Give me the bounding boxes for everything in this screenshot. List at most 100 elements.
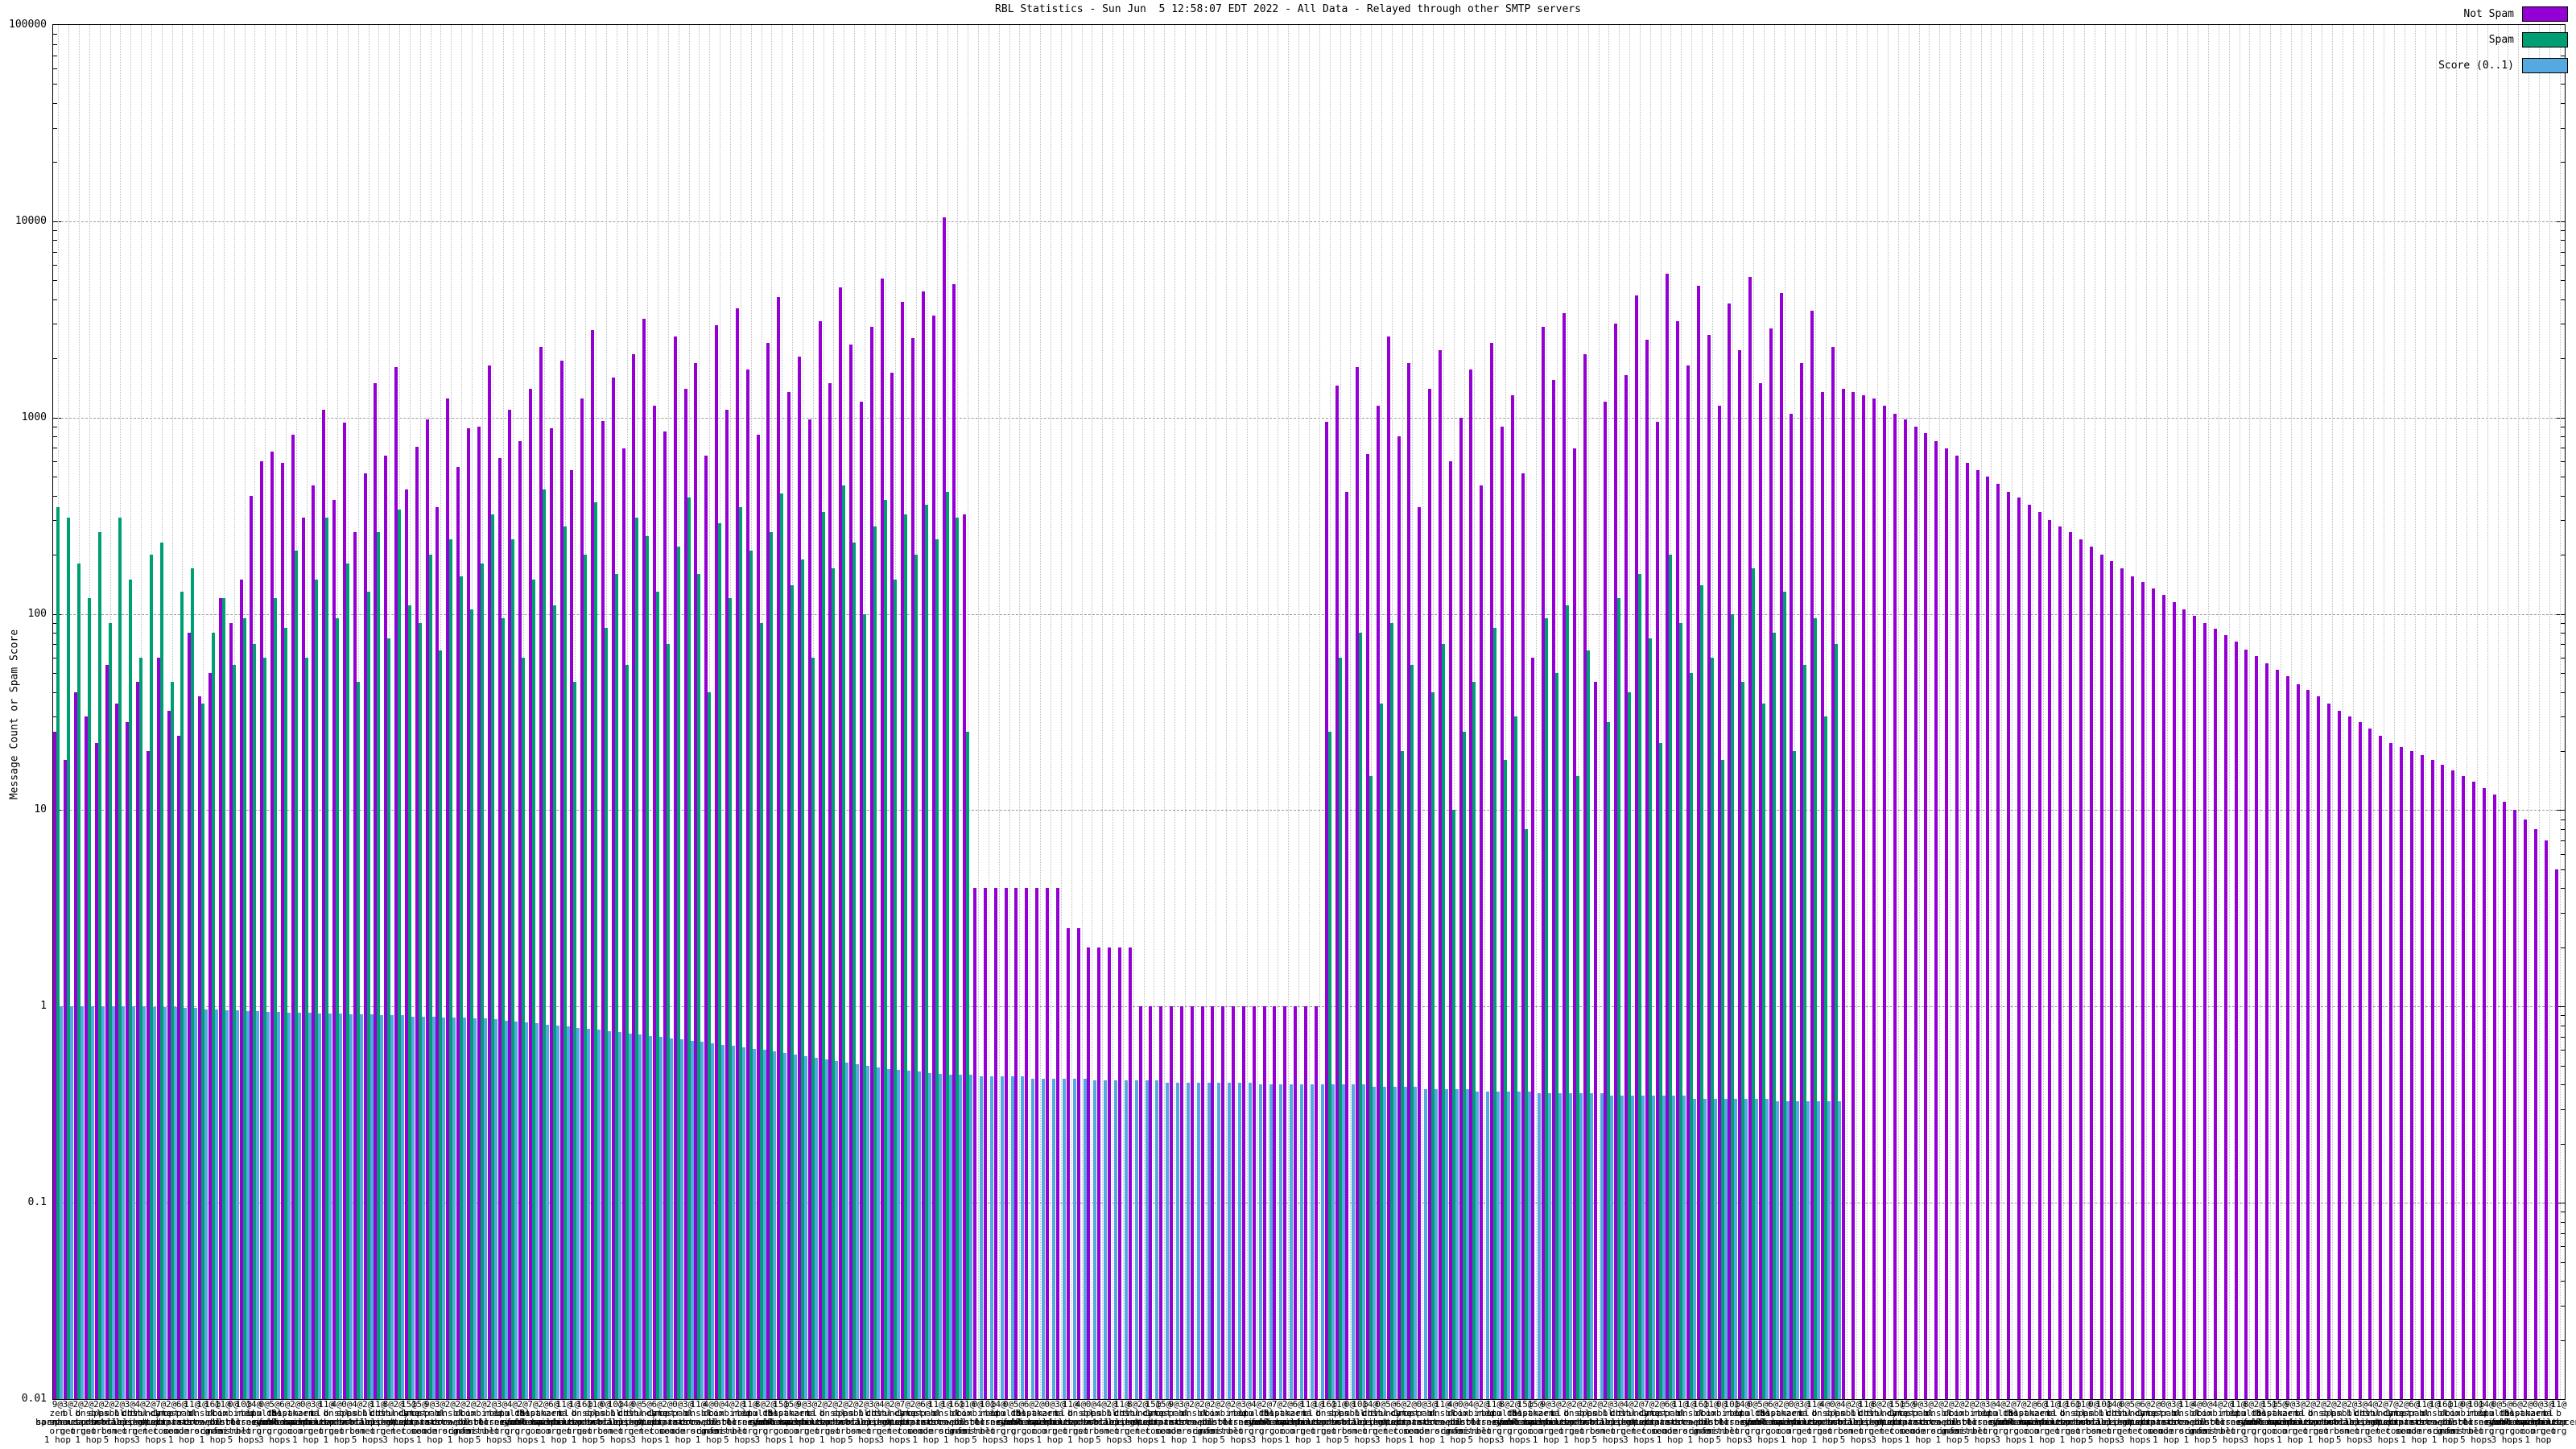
bar-not-spam <box>2492 795 2496 1399</box>
bar-not-spam <box>1241 1006 1245 1399</box>
bar-score <box>1341 1084 1345 1399</box>
bar-spam <box>1327 732 1331 1399</box>
bar-spam <box>894 579 898 1399</box>
bar-spam <box>1575 775 1579 1399</box>
gridline-minor-vertical <box>2332 25 2334 1399</box>
bar-not-spam <box>2182 609 2186 1399</box>
bar-score <box>194 1008 198 1399</box>
bar-score <box>60 1006 64 1399</box>
bar-not-spam <box>84 716 88 1399</box>
gridline-minor-vertical <box>1918 25 1920 1399</box>
y-axis-tick <box>2561 912 2565 914</box>
bar-score <box>173 1007 177 1399</box>
bar-score <box>762 1050 766 1399</box>
bar-score <box>1176 1082 1180 1399</box>
bar-spam <box>708 691 712 1399</box>
bar-not-spam <box>839 287 843 1399</box>
gridline-minor-vertical <box>1453 25 1455 1399</box>
bar-not-spam <box>239 579 243 1399</box>
bar-spam <box>118 517 122 1399</box>
bar-score <box>856 1063 860 1399</box>
y-axis-tick <box>2561 1143 2565 1145</box>
bar-spam <box>1710 657 1714 1399</box>
bar-not-spam <box>1634 295 1638 1399</box>
bar-not-spam <box>2399 746 2403 1399</box>
bar-not-spam <box>322 409 326 1399</box>
bar-score <box>1196 1082 1200 1399</box>
bar-spam <box>242 618 246 1399</box>
gridline-minor-vertical <box>1236 25 1238 1399</box>
bar-score <box>1558 1093 1563 1399</box>
bar-score <box>204 1009 208 1399</box>
y-axis-tick <box>2561 1281 2565 1282</box>
bar-spam <box>738 506 742 1399</box>
bar-not-spam <box>1138 1006 1142 1399</box>
bar-not-spam <box>529 389 533 1399</box>
y-axis-tick <box>53 1399 61 1400</box>
legend-item-score: Score (0..1) <box>2438 58 2568 73</box>
bar-score <box>442 1017 446 1399</box>
bar-spam <box>573 682 577 1399</box>
gridline-minor-vertical <box>1257 25 1258 1399</box>
bar-score <box>359 1014 363 1399</box>
y-axis-tick <box>2561 1221 2565 1223</box>
y-axis-tick <box>53 299 57 300</box>
y-tick-label: 0.01 <box>21 1393 47 1405</box>
bar-score <box>1806 1100 1810 1399</box>
bar-score <box>1052 1078 1055 1399</box>
x-axis-labels: 9@ zen spamhaus org 1 hop 3@ bl spamcop n… <box>35 1399 2576 1445</box>
bar-not-spam <box>807 419 811 1399</box>
gridline-minor-vertical <box>1608 25 1610 1399</box>
gridline-minor-vertical <box>1897 25 1899 1399</box>
bar-spam <box>811 657 815 1399</box>
bar-not-spam <box>2337 711 2341 1399</box>
y-axis-tick <box>53 127 57 129</box>
bar-spam <box>294 551 298 1399</box>
bar-spam <box>232 664 236 1399</box>
bar-not-spam <box>2554 869 2558 1399</box>
bar-not-spam <box>1810 311 1814 1399</box>
gridline-minor-vertical <box>2187 25 2189 1399</box>
y-axis-tick <box>53 103 57 105</box>
bar-not-spam <box>559 361 564 1399</box>
bar-not-spam <box>911 337 915 1399</box>
bar-not-spam <box>2379 735 2383 1399</box>
bar-score <box>711 1042 715 1399</box>
bar-not-spam <box>549 428 553 1399</box>
bar-not-spam <box>818 320 822 1399</box>
y-axis-tick <box>2561 251 2565 253</box>
bar-not-spam <box>1769 328 1773 1399</box>
bar-score <box>1042 1078 1046 1399</box>
bar-not-spam <box>1418 506 1422 1399</box>
y-tick-label: 100 <box>27 607 47 620</box>
y-axis-tick <box>53 43 57 45</box>
bar-score <box>1424 1088 1428 1399</box>
bar-not-spam <box>229 622 233 1399</box>
bar-score <box>1331 1084 1335 1399</box>
bar-spam <box>697 573 701 1399</box>
gridline-minor-vertical <box>1929 25 1930 1399</box>
y-axis-tick <box>53 633 57 634</box>
bar-not-spam <box>880 279 884 1399</box>
bar-not-spam <box>2368 729 2372 1399</box>
gridline-minor-vertical <box>1371 25 1373 1399</box>
y-axis-tick <box>2561 1261 2565 1263</box>
bar-spam <box>470 609 473 1399</box>
bar-not-spam <box>1500 426 1504 1399</box>
bar-spam <box>914 555 919 1399</box>
bar-score <box>1186 1082 1190 1399</box>
bar-spam <box>1823 716 1827 1399</box>
y-axis-tick <box>53 251 57 253</box>
y-tick-label: 10000 <box>14 214 47 227</box>
bar-score <box>617 1032 621 1399</box>
bar-spam <box>1441 644 1445 1399</box>
bar-spam <box>387 638 391 1399</box>
bar-not-spam <box>404 489 408 1399</box>
bar-spam <box>749 551 753 1399</box>
y-axis-tick <box>2561 869 2565 870</box>
bar-not-spam <box>2306 690 2310 1399</box>
bar-not-spam <box>1955 455 1959 1399</box>
gridline-minor-vertical <box>2538 25 2540 1399</box>
bar-not-spam <box>332 500 336 1399</box>
bar-score <box>752 1048 756 1399</box>
